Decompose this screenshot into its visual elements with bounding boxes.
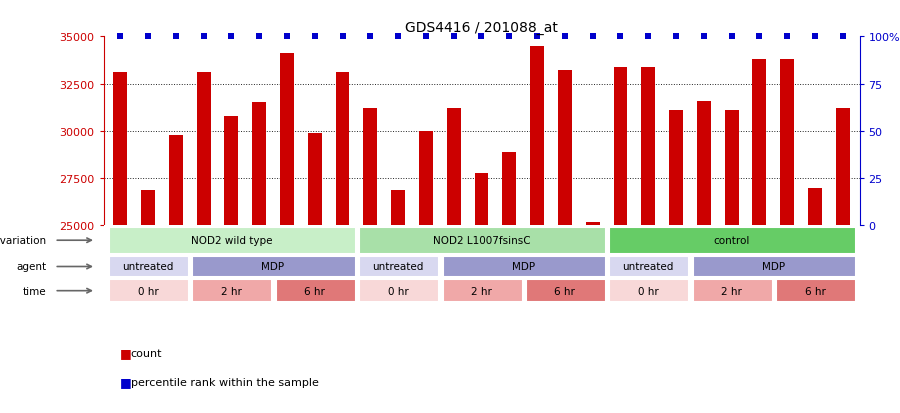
Text: 6 hr: 6 hr xyxy=(805,286,825,296)
Text: NOD2 L1007fsinsC: NOD2 L1007fsinsC xyxy=(433,236,530,246)
Text: 2 hr: 2 hr xyxy=(721,286,742,296)
Text: control: control xyxy=(714,236,750,246)
Text: 6 hr: 6 hr xyxy=(304,286,325,296)
Text: MDP: MDP xyxy=(761,262,785,272)
Text: ■: ■ xyxy=(120,375,131,389)
Bar xyxy=(693,256,856,278)
Bar xyxy=(419,132,433,226)
Bar xyxy=(836,109,850,226)
Bar xyxy=(280,54,294,226)
Bar xyxy=(752,60,767,226)
Text: agent: agent xyxy=(17,262,47,272)
Text: untreated: untreated xyxy=(373,262,424,272)
Bar xyxy=(474,173,489,226)
Bar xyxy=(109,256,189,278)
Bar xyxy=(669,111,683,226)
Bar xyxy=(224,116,238,226)
Text: untreated: untreated xyxy=(623,262,674,272)
Bar xyxy=(109,279,189,303)
Bar xyxy=(193,279,273,303)
Bar xyxy=(196,73,211,226)
Text: untreated: untreated xyxy=(122,262,174,272)
Bar xyxy=(586,222,599,226)
Bar xyxy=(336,73,349,226)
Text: ■: ■ xyxy=(120,347,131,360)
Bar xyxy=(443,256,606,278)
Bar xyxy=(558,71,572,226)
Bar xyxy=(526,279,606,303)
Bar xyxy=(275,279,356,303)
Title: GDS4416 / 201088_at: GDS4416 / 201088_at xyxy=(405,21,558,35)
Bar xyxy=(359,227,606,254)
Text: MDP: MDP xyxy=(511,262,535,272)
Text: count: count xyxy=(130,348,162,358)
Text: percentile rank within the sample: percentile rank within the sample xyxy=(130,377,319,387)
Bar xyxy=(169,135,183,226)
Bar xyxy=(502,152,517,226)
Bar xyxy=(359,279,439,303)
Bar xyxy=(724,111,739,226)
Bar xyxy=(364,109,377,226)
Bar xyxy=(614,67,627,226)
Bar xyxy=(113,73,127,226)
Text: 2 hr: 2 hr xyxy=(220,286,242,296)
Bar xyxy=(780,60,794,226)
Bar xyxy=(609,227,856,254)
Bar xyxy=(392,190,405,226)
Bar xyxy=(443,279,523,303)
Text: time: time xyxy=(23,286,47,296)
Bar xyxy=(252,103,266,226)
Bar xyxy=(359,256,439,278)
Bar xyxy=(776,279,856,303)
Bar xyxy=(446,109,461,226)
Bar xyxy=(642,67,655,226)
Text: 6 hr: 6 hr xyxy=(554,286,575,296)
Bar xyxy=(109,227,356,254)
Text: 2 hr: 2 hr xyxy=(471,286,492,296)
Bar xyxy=(697,101,711,226)
Bar xyxy=(530,47,544,226)
Text: NOD2 wild type: NOD2 wild type xyxy=(191,236,272,246)
Text: 0 hr: 0 hr xyxy=(138,286,158,296)
Text: genotype/variation: genotype/variation xyxy=(0,236,47,246)
Bar xyxy=(693,279,773,303)
Bar xyxy=(808,188,822,226)
Bar xyxy=(308,133,321,226)
Text: MDP: MDP xyxy=(262,262,284,272)
Bar xyxy=(609,256,689,278)
Bar xyxy=(193,256,356,278)
Text: 0 hr: 0 hr xyxy=(388,286,409,296)
Bar xyxy=(141,190,155,226)
Bar xyxy=(609,279,689,303)
Text: 0 hr: 0 hr xyxy=(638,286,659,296)
